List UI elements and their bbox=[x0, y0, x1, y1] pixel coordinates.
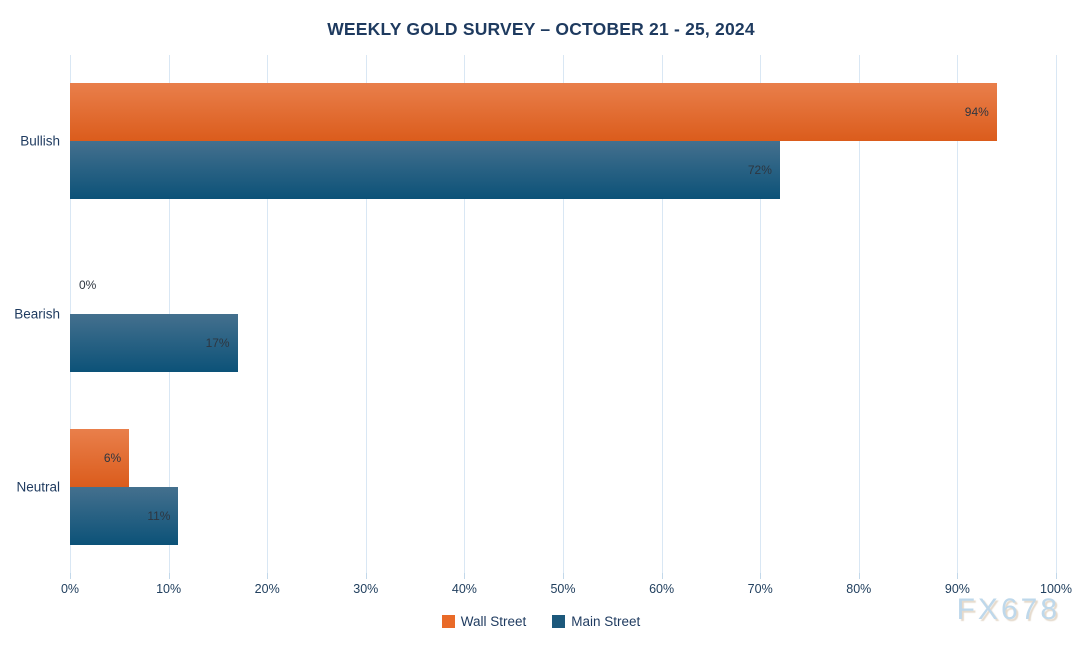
axis-tick bbox=[267, 573, 269, 579]
axis-tick-label: 0% bbox=[60, 582, 80, 596]
legend-swatch-wall-street bbox=[441, 615, 455, 628]
axis-tick bbox=[858, 573, 860, 579]
gridline bbox=[267, 55, 269, 573]
category-label-bullish: Bullish bbox=[20, 133, 60, 149]
gridline bbox=[858, 55, 860, 573]
axis-tick-label: 50% bbox=[550, 582, 576, 596]
legend-item-wall-street: Wall Street bbox=[441, 614, 527, 629]
axis-tick bbox=[464, 573, 466, 579]
watermark: FX678 bbox=[956, 593, 1060, 626]
gridline bbox=[365, 55, 367, 573]
legend-label-main-street: Main Street bbox=[571, 614, 641, 629]
axis-tick bbox=[563, 573, 564, 579]
bar-main-street-bullish bbox=[70, 141, 780, 200]
axis-tick bbox=[365, 573, 367, 579]
bar-main-street-neutral bbox=[70, 486, 179, 545]
axis-tick-label: 100% bbox=[1040, 582, 1072, 596]
legend: Wall Street Main Street bbox=[0, 614, 1082, 629]
gridline bbox=[760, 55, 762, 573]
axis-tick bbox=[661, 573, 663, 579]
axis-tick-label: 80% bbox=[846, 582, 872, 596]
category-label-neutral: Neutral bbox=[16, 479, 60, 495]
gridline bbox=[563, 55, 564, 573]
gridline bbox=[1056, 55, 1057, 573]
legend-item-main-street: Main Street bbox=[552, 614, 640, 629]
bar-main-street-bearish bbox=[70, 314, 238, 372]
axis-tick-label: 10% bbox=[156, 582, 182, 596]
axis-tick-label: 30% bbox=[353, 582, 379, 596]
bar-label-main-street-bullish: 72% bbox=[747, 163, 772, 178]
axis-tick bbox=[168, 573, 170, 579]
gridline bbox=[464, 55, 466, 573]
bar-wall-street-neutral bbox=[70, 428, 130, 487]
legend-label-wall-street: Wall Street bbox=[460, 614, 527, 629]
axis-tick bbox=[760, 573, 762, 579]
bar-label-main-street-bearish: 17% bbox=[205, 336, 230, 350]
category-label-bearish: Bearish bbox=[14, 306, 60, 322]
chart-title: WEEKLY GOLD SURVEY – OCTOBER 21 - 25, 20… bbox=[327, 19, 755, 39]
axis-tick bbox=[1056, 573, 1057, 579]
gridline bbox=[957, 55, 959, 573]
axis-tick-label: 70% bbox=[747, 582, 773, 596]
bar-label-wall-street-bullish: 94% bbox=[964, 105, 989, 120]
axis-tick bbox=[957, 573, 959, 579]
bar-label-wall-street-neutral: 6% bbox=[103, 450, 122, 465]
bar-label-main-street-neutral: 11% bbox=[147, 508, 171, 523]
bar-wall-street-bullish bbox=[70, 83, 997, 142]
gridline bbox=[661, 55, 663, 573]
axis-tick-label: 60% bbox=[649, 582, 675, 596]
axis-tick-label: 90% bbox=[944, 582, 970, 596]
axis-tick bbox=[70, 573, 71, 579]
axis-tick-label: 40% bbox=[451, 582, 477, 596]
legend-swatch-main-street bbox=[552, 615, 566, 628]
bar-label-wall-street-bearish: 0% bbox=[79, 278, 97, 292]
axis-tick-label: 20% bbox=[254, 582, 280, 596]
